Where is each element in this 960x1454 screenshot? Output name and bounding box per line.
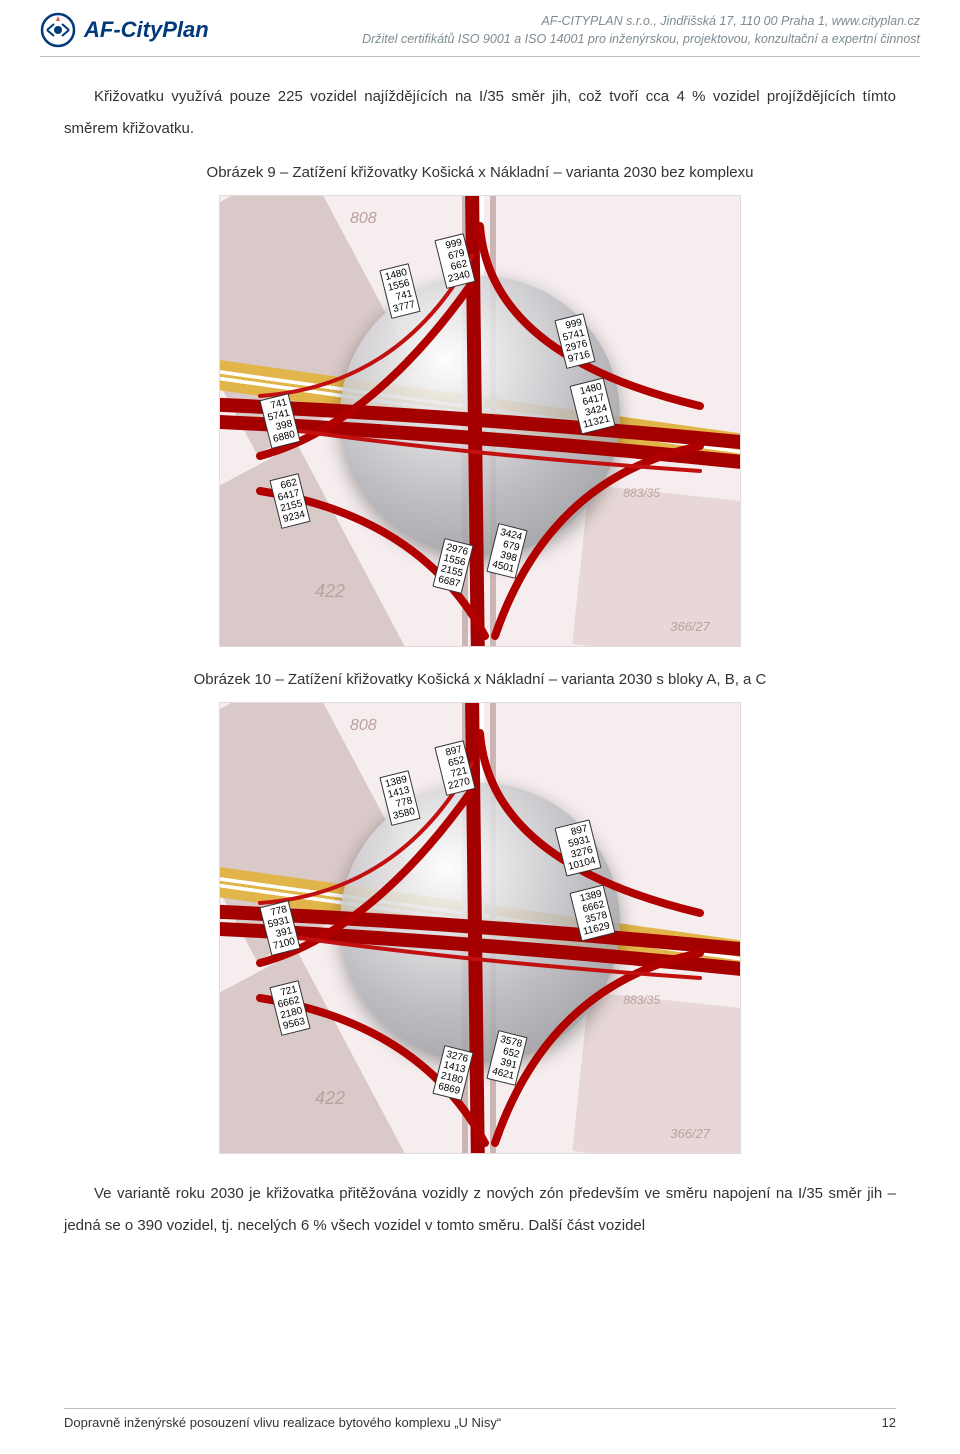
logo-icon bbox=[40, 12, 76, 48]
paragraph-2: Ve variantě roku 2030 je křižovatka přit… bbox=[64, 1178, 896, 1241]
figure-10: 808 422 366/27 883/35 bbox=[219, 702, 741, 1154]
figure-9-flows bbox=[220, 196, 740, 646]
page-number: 12 bbox=[882, 1415, 896, 1430]
header-address: AF-CITYPLAN s.r.o., Jindřišská 17, 110 0… bbox=[362, 12, 920, 30]
header-cert: Držitel certifikátů ISO 9001 a ISO 14001… bbox=[362, 30, 920, 48]
logo: AF-CityPlan bbox=[40, 12, 209, 48]
figure-9-caption: Obrázek 9 – Zatížení křižovatky Košická … bbox=[64, 164, 896, 181]
logo-text: AF-CityPlan bbox=[84, 17, 209, 43]
figure-10-caption: Obrázek 10 – Zatížení křižovatky Košická… bbox=[64, 671, 896, 688]
header-meta: AF-CITYPLAN s.r.o., Jindřišská 17, 110 0… bbox=[362, 12, 920, 48]
footer-separator bbox=[64, 1408, 896, 1409]
figure-10-flows bbox=[220, 703, 740, 1153]
footer-title: Dopravně inženýrské posouzení vlivu real… bbox=[64, 1415, 501, 1430]
paragraph-1: Křižovatku využívá pouze 225 vozidel naj… bbox=[64, 81, 896, 144]
figure-9: 808 422 366/27 883/35 bbox=[219, 195, 741, 647]
